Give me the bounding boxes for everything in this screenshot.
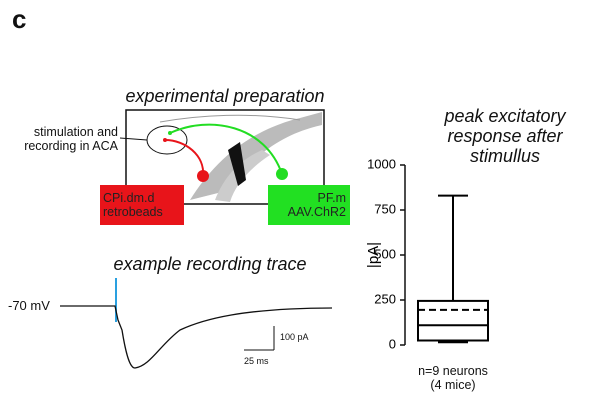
chart-title: peak excitatory response after stimullus xyxy=(430,106,580,166)
y-tick-label: 1000 xyxy=(367,156,396,171)
y-tick-label: 0 xyxy=(389,336,396,351)
green-dot xyxy=(168,131,172,135)
right-label: PF.m AAV.ChR2 xyxy=(268,191,346,219)
diagram-title: experimental preparation xyxy=(100,86,350,107)
diagram-annotation: stimulation and recording in ACA xyxy=(18,125,118,153)
green-injection xyxy=(276,168,288,180)
y-tick-label: 250 xyxy=(374,291,396,306)
red-injection xyxy=(197,170,209,182)
panel-label: c xyxy=(12,4,26,35)
red-dot xyxy=(163,138,167,142)
left-label: CPi.dm.d retrobeads xyxy=(103,191,179,219)
x-category-label: n=9 neurons (4 mice) xyxy=(413,364,493,392)
time-scale-label: 25 ms xyxy=(244,356,269,366)
trace-title: example recording trace xyxy=(80,254,340,275)
holding-potential: -70 mV xyxy=(8,298,50,313)
y-tick-label: 750 xyxy=(374,201,396,216)
y-axis-label: |pA| xyxy=(365,242,382,268)
figure-panel: 02505007501000|pA| c experimental prepar… xyxy=(0,0,589,398)
current-scale-label: 100 pA xyxy=(280,332,309,342)
box xyxy=(418,301,488,341)
